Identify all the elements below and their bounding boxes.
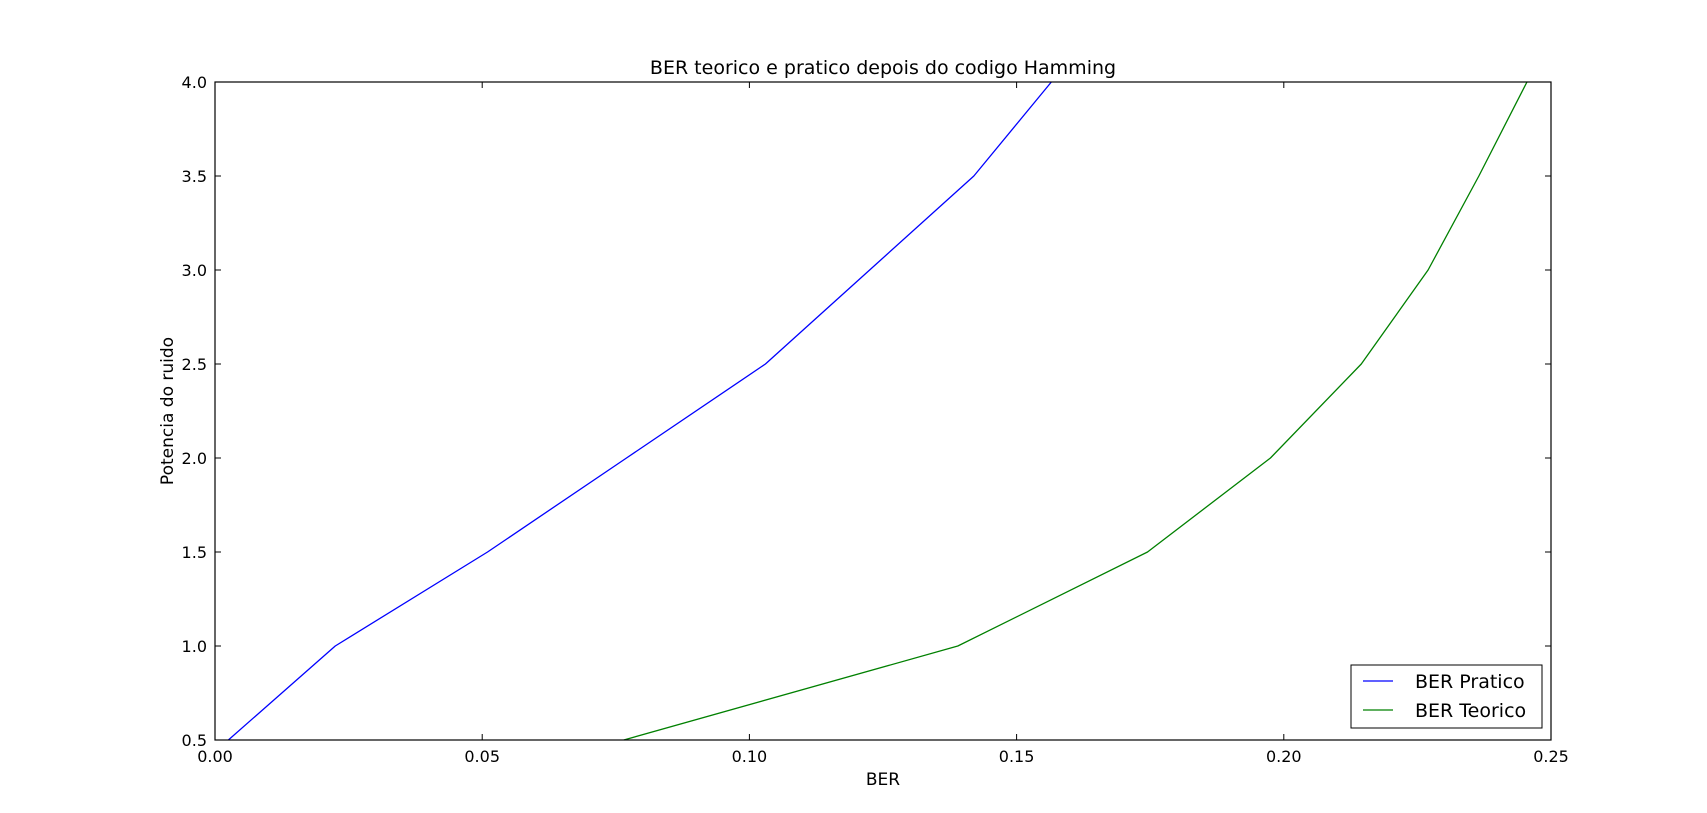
y-tick-label: 1.0 bbox=[182, 637, 207, 656]
y-tick-label: 3.0 bbox=[182, 261, 207, 280]
legend-label-ber-teorico: BER Teorico bbox=[1415, 700, 1526, 722]
y-tick-label: 0.5 bbox=[182, 731, 207, 750]
x-tick-label: 0.10 bbox=[732, 747, 768, 766]
x-tick-label: 0.15 bbox=[999, 747, 1035, 766]
plot-area-frame bbox=[214, 81, 1552, 741]
series-line-ber-pratico bbox=[227, 81, 1052, 741]
x-tick-label: 0.20 bbox=[1266, 747, 1302, 766]
y-axis-label: Potencia do ruido bbox=[158, 337, 178, 485]
x-tick-label: 0.25 bbox=[1533, 747, 1569, 766]
chart-title: BER teorico e pratico depois do codigo H… bbox=[650, 57, 1116, 79]
y-tick-label: 2.5 bbox=[182, 355, 207, 374]
x-axis-label: BER bbox=[866, 770, 900, 790]
x-tick-label: 0.00 bbox=[197, 747, 233, 766]
y-tick-label: 4.0 bbox=[182, 73, 207, 92]
x-tick-label: 0.05 bbox=[464, 747, 500, 766]
legend: BER Pratico BER Teorico bbox=[1350, 664, 1543, 729]
x-axis-ticks: 0.00 0.05 0.10 0.15 0.20 0.25 bbox=[197, 82, 1569, 766]
y-tick-label: 3.5 bbox=[182, 167, 207, 186]
y-tick-label: 1.5 bbox=[182, 543, 207, 562]
series-line-ber-teorico bbox=[623, 81, 1528, 741]
legend-box bbox=[1350, 664, 1543, 729]
y-axis-ticks: 0.5 1.0 1.5 2.0 2.5 3.0 3.5 4.0 bbox=[182, 73, 1551, 750]
legend-label-ber-pratico: BER Pratico bbox=[1415, 671, 1525, 693]
y-tick-label: 2.0 bbox=[182, 449, 207, 468]
series-layer bbox=[227, 81, 1528, 741]
